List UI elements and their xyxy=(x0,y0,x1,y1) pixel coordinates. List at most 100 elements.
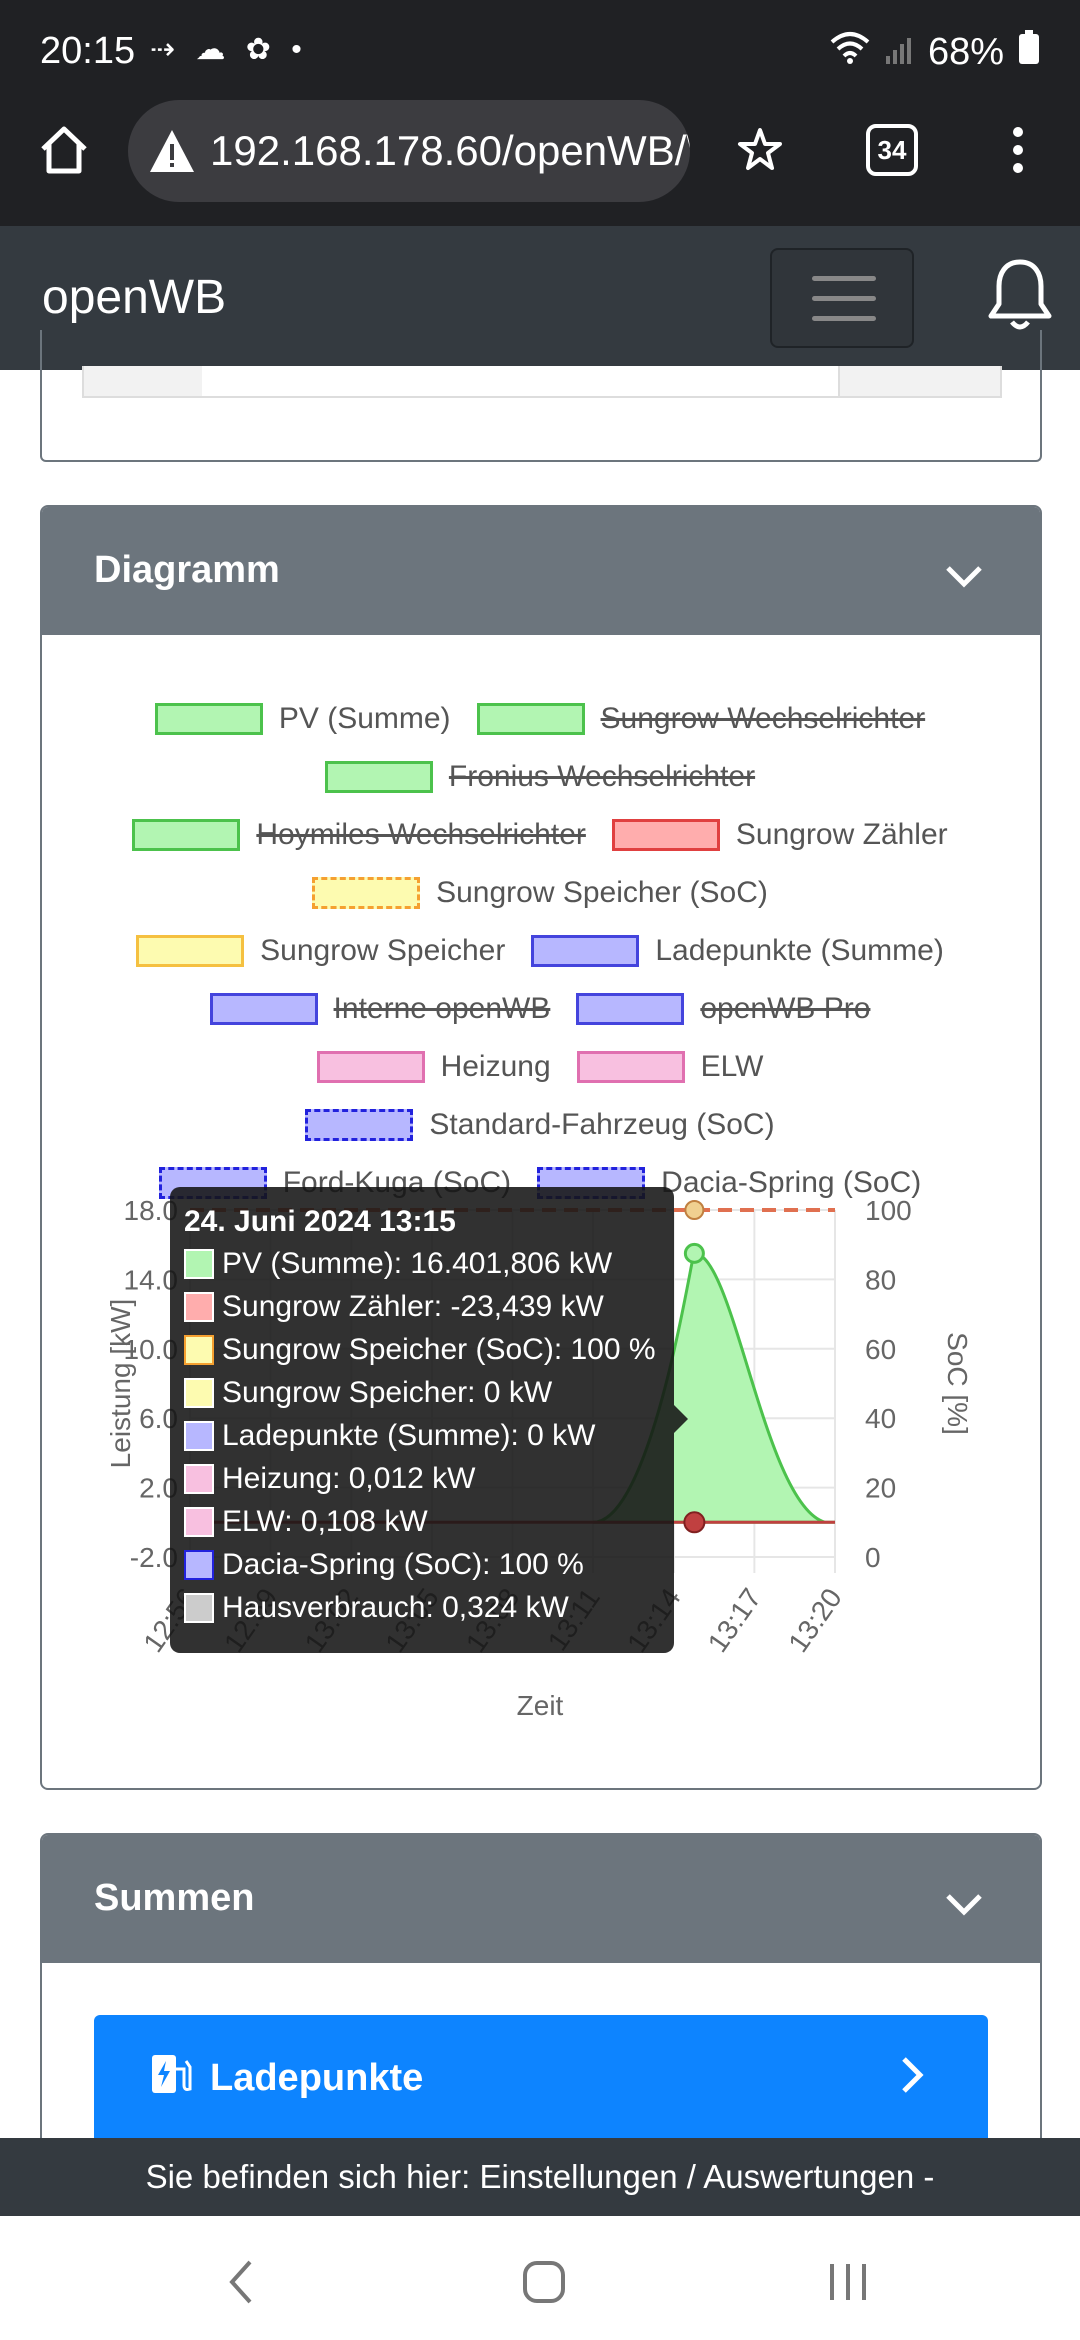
legend-swatch xyxy=(316,1051,425,1083)
legend-row: Hoymiles Wechselrichter Sungrow Zähler xyxy=(0,806,1080,864)
tooltip-swatch xyxy=(184,1335,214,1365)
legend-label: Sungrow Zähler xyxy=(735,818,948,851)
tab-switcher-button[interactable]: 34 xyxy=(866,124,918,176)
chart-tooltip: 24. Juni 2024 13:15 PV (Summe): 16.401,8… xyxy=(170,1187,688,1653)
tooltip-row-text: Ladepunkte (Summe): 0 kW xyxy=(222,1419,596,1452)
legend-item[interactable]: PV (Summe) xyxy=(154,702,451,736)
y2-tick-label: 20 xyxy=(865,1473,896,1504)
legend-item[interactable]: Ladepunkte (Summe) xyxy=(531,934,944,968)
legend-label: Sungrow Wechselrichter xyxy=(600,702,926,735)
legend-row: PV (Summe) Sungrow Wechselrichter xyxy=(0,690,1080,748)
bell-icon[interactable] xyxy=(985,256,1055,341)
legend-item[interactable]: Sungrow Zähler xyxy=(611,818,948,852)
home-icon[interactable] xyxy=(34,120,94,180)
legend-swatch xyxy=(324,761,433,793)
y2-tick-label: 60 xyxy=(865,1334,896,1365)
previous-card xyxy=(40,330,1042,462)
legend-row: Fronius Wechselrichter xyxy=(0,748,1080,806)
legend-row: Ford-Kuga (SoC) Dacia-Spring (SoC) xyxy=(0,1154,1080,1212)
breadcrumb-text: Sie befinden sich hier: Einstellungen / … xyxy=(145,2158,935,2195)
notification-icons: ⇢ ☁ ✿ • xyxy=(150,33,308,66)
home-nav-icon[interactable] xyxy=(522,2260,566,2309)
tooltip-row-text: Sungrow Speicher (SoC): 100 % xyxy=(222,1333,656,1366)
legend-item[interactable]: Sungrow Speicher (SoC) xyxy=(312,876,768,910)
legend-swatch xyxy=(531,935,640,967)
menu-toggle-button[interactable] xyxy=(770,248,914,348)
legend-label: Dacia-Spring (SoC) xyxy=(661,1166,922,1199)
summen-card-header[interactable]: Summen xyxy=(42,1835,1040,1963)
back-icon[interactable] xyxy=(226,2258,256,2311)
tooltip-swatch xyxy=(184,1292,214,1322)
charging-station-icon xyxy=(150,2051,196,2107)
y-tick-label: 18.0 xyxy=(124,1195,179,1226)
browser-toolbar: 192.168.178.60/openWB/\ 34 xyxy=(0,100,1080,226)
legend-row: Heizung ELW xyxy=(0,1038,1080,1096)
chevron-down-icon[interactable] xyxy=(944,557,984,600)
legend-label: openWB Pro xyxy=(700,992,871,1025)
legend-row: Sungrow Speicher (SoC) xyxy=(0,864,1080,922)
tooltip-row-text: Dacia-Spring (SoC): 100 % xyxy=(222,1548,584,1581)
legend-item[interactable]: Sungrow Speicher xyxy=(136,934,505,968)
y2-tick-label: 0 xyxy=(865,1542,881,1573)
warning-icon[interactable] xyxy=(148,128,196,184)
legend-label: Hoymiles Wechselrichter xyxy=(256,818,586,851)
chevron-right-icon xyxy=(900,2055,926,2105)
address-bar[interactable]: 192.168.178.60/openWB/\ xyxy=(128,100,690,202)
breadcrumb: Sie befinden sich hier: Einstellungen / … xyxy=(0,2138,1080,2216)
legend-item[interactable]: openWB Pro xyxy=(576,992,870,1026)
bookmark-star-icon[interactable] xyxy=(730,120,790,180)
legend-label: Ladepunkte (Summe) xyxy=(655,934,944,967)
y2-axis-title: SoC [%] xyxy=(942,1332,973,1435)
tooltip-row-text: Sungrow Speicher: 0 kW xyxy=(222,1376,553,1409)
battery-icon xyxy=(1018,30,1040,74)
legend-label: Sungrow Speicher (SoC) xyxy=(436,876,768,909)
legend-item[interactable]: Standard-Fahrzeug (SoC) xyxy=(305,1108,775,1142)
legend-row: Sungrow Speicher Ladepunkte (Summe) xyxy=(0,922,1080,980)
legend-swatch xyxy=(132,819,241,851)
tooltip-swatch xyxy=(184,1421,214,1451)
x-tick-label: 13:17 xyxy=(702,1583,768,1658)
legend-swatch xyxy=(305,1109,414,1141)
ladepunkte-button[interactable]: Ladepunkte xyxy=(94,2015,988,2141)
legend-label: PV (Summe) xyxy=(278,702,451,735)
url-text[interactable]: 192.168.178.60/openWB/\ xyxy=(210,127,690,174)
tooltip-row-text: Hausverbrauch: 0,324 kW xyxy=(222,1591,569,1624)
legend-label: ELW xyxy=(700,1050,764,1083)
legend-item[interactable]: ELW xyxy=(576,1050,764,1084)
diagram-card-title: Diagramm xyxy=(94,549,280,591)
tooltip-row: ELW: 0,108 kW xyxy=(184,1505,428,1539)
tooltip-swatch xyxy=(184,1249,214,1279)
tooltip-row: Sungrow Speicher: 0 kW xyxy=(184,1376,552,1410)
legend-swatch xyxy=(576,1051,685,1083)
legend-item[interactable]: Sungrow Wechselrichter xyxy=(476,702,926,736)
chevron-down-icon[interactable] xyxy=(944,1885,984,1928)
diagram-card-header[interactable]: Diagramm xyxy=(42,507,1040,635)
recent-apps-icon[interactable] xyxy=(826,2260,870,2309)
legend-item[interactable]: Heizung xyxy=(316,1050,551,1084)
tooltip-swatch xyxy=(184,1507,214,1537)
y-axis-title: Leistung [kW] xyxy=(105,1299,136,1469)
soc-point xyxy=(684,1200,705,1220)
tooltip-row: Sungrow Zähler: -23,439 kW xyxy=(184,1290,604,1324)
wifi-icon xyxy=(830,30,870,74)
legend-item[interactable]: Interne openWB xyxy=(209,992,551,1026)
y-tick-label: 10.0 xyxy=(124,1334,179,1365)
legend-item[interactable]: Hoymiles Wechselrichter xyxy=(132,818,586,852)
more-menu-icon[interactable] xyxy=(1000,120,1036,180)
x-tick-label: 13:20 xyxy=(782,1583,848,1658)
tooltip-swatch xyxy=(184,1464,214,1494)
legend-label: Interne openWB xyxy=(333,992,551,1025)
tooltip-row-text: Sungrow Zähler: -23,439 kW xyxy=(222,1290,604,1323)
legend-row: Interne openWB openWB Pro xyxy=(0,980,1080,1038)
legend-swatch xyxy=(576,993,685,1025)
legend-swatch xyxy=(154,703,263,735)
tooltip-row: Dacia-Spring (SoC): 100 % xyxy=(184,1548,584,1582)
brand-logo[interactable]: openWB xyxy=(42,271,227,324)
legend-label: Fronius Wechselrichter xyxy=(448,760,756,793)
chart-legend: PV (Summe) Sungrow Wechselrichter Fronius … xyxy=(0,690,1080,1212)
y-tick-label: -2.0 xyxy=(130,1542,178,1573)
legend-item[interactable]: Fronius Wechselrichter xyxy=(324,760,756,794)
legend-item[interactable]: Dacia-Spring (SoC) xyxy=(537,1166,921,1200)
legend-label: Standard-Fahrzeug (SoC) xyxy=(429,1108,775,1141)
previous-card-table xyxy=(82,366,1002,398)
